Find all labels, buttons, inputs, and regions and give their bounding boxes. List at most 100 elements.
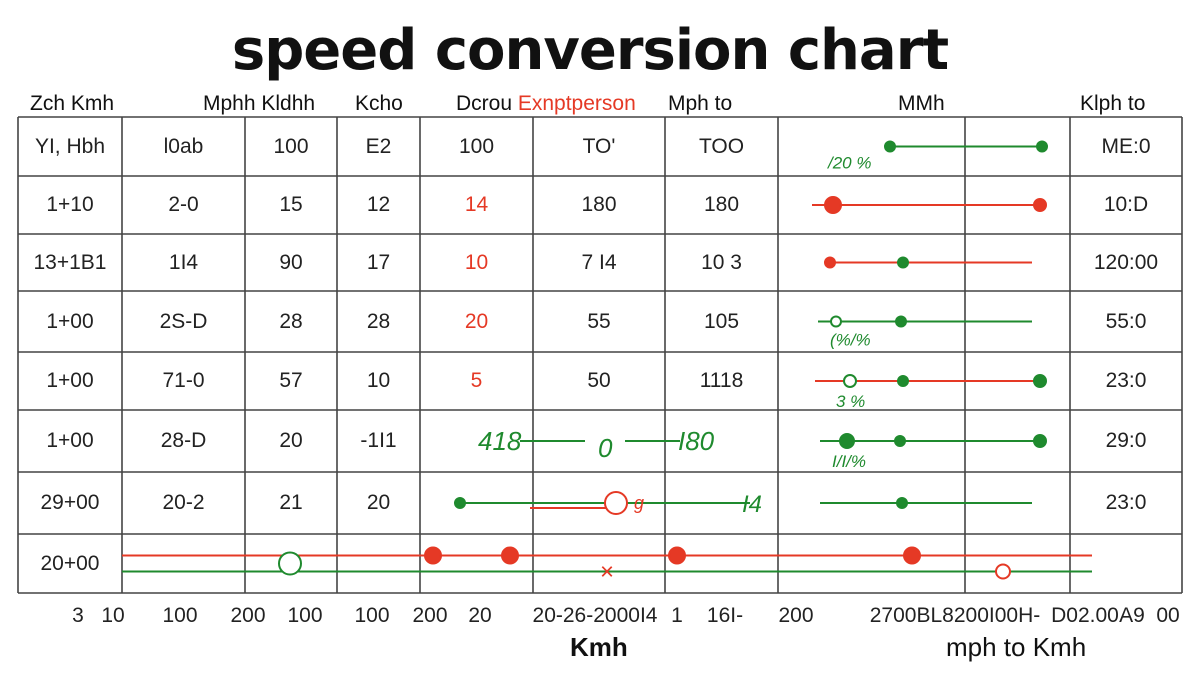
- series-point-r4-b: [897, 375, 909, 387]
- x-tick-12: 2700BL8200I00H-: [869, 604, 1041, 627]
- x-axis-label-left: Kmh: [570, 632, 628, 662]
- series-point-r3-a: [830, 315, 842, 328]
- cell-r2-c7: 120:00: [1093, 250, 1159, 274]
- cell-r1-c7: 10:D: [1103, 193, 1149, 216]
- series-point-r2-a: [824, 256, 836, 269]
- cell-r4-c0: 1+00: [46, 369, 94, 392]
- x-tick-14: A9: [1119, 604, 1145, 627]
- cell-r2-c0: 13+1B1: [33, 250, 107, 274]
- column-header-6: Klph to: [1080, 92, 1146, 115]
- column-header-2: Kcho: [355, 92, 403, 115]
- cell-r3-c3: 28: [366, 309, 391, 333]
- cell-r1-c3: 12: [366, 193, 391, 216]
- mid-label-g: g: [634, 493, 644, 513]
- cell-r2-c6: 10 3: [701, 250, 742, 274]
- cell-r6-c2: 21: [279, 491, 303, 514]
- cell-r3-c2: 28: [279, 309, 303, 333]
- cell-r5-c1: 28-D: [160, 429, 207, 452]
- cell-r4-c7: 23:0: [1105, 369, 1147, 392]
- cell-r5-c3: -1I1: [360, 429, 397, 452]
- series-point-r7-e: [903, 546, 921, 565]
- cell-r5-c2: 20: [279, 429, 303, 452]
- chart-title: speed conversion chart: [231, 18, 949, 83]
- cell-r4-c3: 10: [366, 369, 391, 392]
- cell-r2-c5: 7 I4: [581, 250, 617, 274]
- cell-r1-c6: 180: [703, 193, 740, 216]
- cell-r1-c1: 2-0: [168, 193, 199, 216]
- cell-r4-c4: 5: [470, 369, 483, 392]
- series-point-r6-c: [896, 497, 908, 509]
- cell-r3-c1: 2S-D: [159, 309, 208, 333]
- x-tick-11: 200: [778, 604, 814, 627]
- series-point-r0-b: [1036, 140, 1048, 153]
- percent-label-r4: 3 %: [836, 392, 865, 411]
- series-point-r7-b: [424, 546, 442, 565]
- x-tick-0: 3: [72, 604, 84, 627]
- column-header-1: Mphh Kldhh: [203, 92, 316, 115]
- x-tick-1: 10: [101, 604, 125, 627]
- cell-r0-c6: TOO: [698, 134, 745, 158]
- percent-label-r3: (%/%: [830, 331, 871, 350]
- x-tick-3: 200: [230, 604, 266, 627]
- cell-r0-c2: 100: [273, 134, 309, 158]
- x-tick-8: 20-26-2000I4: [532, 604, 658, 627]
- cell-r6-c7: 23:0: [1105, 491, 1147, 514]
- x-tick-7: 20: [468, 604, 492, 627]
- series-point-r7-d: [668, 546, 686, 565]
- cell-r1-c0: 1+10: [46, 193, 94, 216]
- series-point-r4-c: [1033, 374, 1047, 388]
- cell-r5-c7: 29:0: [1105, 429, 1147, 452]
- series-point-r1-b: [1033, 198, 1047, 212]
- percent-label-r5: I/I/%: [832, 452, 866, 471]
- series-point-r0-a: [884, 140, 896, 153]
- mid-label-418: 418: [478, 426, 522, 456]
- cell-r2-c2: 90: [279, 250, 303, 274]
- x-tick-5: 100: [354, 604, 390, 627]
- cell-r3-c4: 20: [464, 309, 489, 333]
- mid-label-0: 0: [598, 433, 613, 463]
- series-point-r4-a: [843, 374, 857, 388]
- cell-r5-c0: 1+00: [46, 429, 94, 452]
- cell-r1-c5: 180: [581, 193, 617, 216]
- x-tick-10: 16I-: [706, 604, 744, 627]
- column-header-5: MMh: [898, 92, 945, 115]
- column-header-4: Mph to: [668, 92, 733, 115]
- series-point-r5-b: [894, 435, 906, 447]
- x-tick-15: 00: [1156, 604, 1180, 627]
- cell-r0-c3: E2: [365, 134, 392, 158]
- cell-r3-c7: 55:0: [1105, 309, 1147, 333]
- cell-r4-c2: 57: [279, 369, 303, 392]
- mid-label-14: I4: [742, 491, 762, 518]
- cell-r3-c0: 1+00: [46, 309, 94, 333]
- cell-r2-c3: 17: [366, 250, 391, 274]
- x-tick-6: 200: [412, 604, 448, 627]
- cell-r7-c0: 20+00: [40, 551, 100, 575]
- cell-r4-c1: 71-0: [162, 369, 205, 392]
- x-tick-2: 100: [162, 604, 198, 627]
- series-point-r1-a: [824, 196, 842, 214]
- series-point-r5-c: [1033, 434, 1047, 448]
- series-point-r7-a: [278, 551, 302, 576]
- cell-r0-c7: ME:0: [1101, 134, 1151, 158]
- cell-r2-c1: 1I4: [168, 250, 199, 274]
- cell-r1-c2: 15: [279, 193, 303, 216]
- series-point-r3-b: [895, 315, 907, 328]
- series-cross-r7: ×: [600, 559, 614, 586]
- column-header-0: Zch Kmh: [30, 92, 115, 115]
- cell-r6-c3: 20: [366, 491, 391, 514]
- cell-r4-c5: 50: [587, 369, 611, 392]
- x-tick-13: D02.00: [1051, 604, 1119, 627]
- column-header-3: Dcrou Exnptperson: [456, 92, 636, 115]
- cell-r6-c1: 20-2: [162, 491, 205, 514]
- series-point-r2-b: [897, 256, 909, 269]
- x-tick-9: 1: [671, 604, 683, 627]
- series-point-r6-a: [454, 497, 466, 509]
- cell-r1-c4: 14: [464, 193, 489, 216]
- cell-r6-c0: 29+00: [40, 491, 100, 514]
- cell-r0-c4: 100: [458, 134, 495, 158]
- percent-label-r0: /20 %: [827, 154, 871, 173]
- series-point-r7-f: [995, 563, 1011, 580]
- series-point-r5-a: [839, 433, 855, 449]
- cell-r3-c5: 55: [587, 309, 611, 333]
